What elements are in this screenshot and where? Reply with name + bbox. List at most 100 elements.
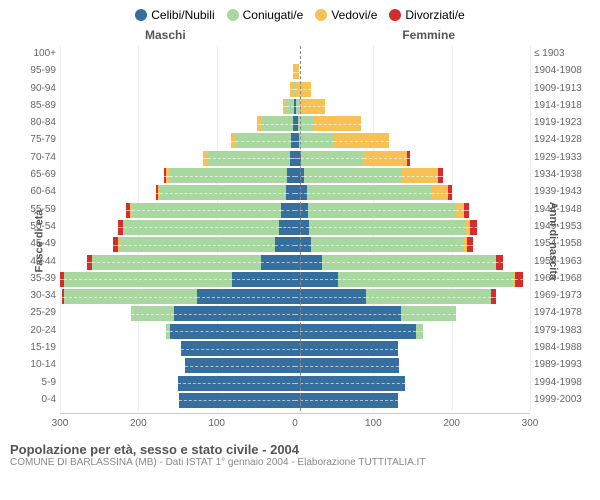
bar-right [295,237,473,252]
bar-segment [401,306,456,321]
bar-segment [470,220,476,235]
age-label: 100+ [20,48,56,59]
bar-segment [185,358,295,373]
legend: Celibi/NubiliConiugati/eVedovi/eDivorzia… [0,0,600,28]
footer-subtitle: COMUNE DI BARLASSINA (MB) - Dati ISTAT 1… [10,457,590,468]
age-row: 10-141989-1993 [60,357,530,374]
bar-segment [131,306,174,321]
bar-segment [286,99,294,114]
bar-segment [402,168,437,183]
bar-segment [295,393,398,408]
bar-segment [124,220,279,235]
header-male: Maschi [145,28,186,42]
bar-segment [160,185,285,200]
bar-left [87,255,295,270]
bar-right [295,116,361,131]
birth-year-label: 1969-1973 [534,290,590,301]
bar-left [118,220,295,235]
bar-left [62,289,295,304]
bar-segment [261,116,292,131]
age-label: 40-44 [20,256,56,267]
bar-segment [174,306,295,321]
bar-right [295,185,452,200]
bar-segment [491,289,496,304]
birth-year-label: 1919-1923 [534,117,590,128]
bar-segment [290,82,293,97]
age-label: 45-49 [20,238,56,249]
x-tick: 100 [365,418,382,429]
bar-right [295,289,496,304]
bar-right [295,203,469,218]
bar-segment [448,185,452,200]
x-tick: 300 [52,418,69,429]
bar-segment [295,306,401,321]
bar-right [295,220,477,235]
bar-segment [231,133,236,148]
birth-year-label: 1999-2003 [534,394,590,405]
gender-headers: Maschi Femmine [0,28,600,46]
bar-segment [118,237,119,252]
bar-segment [334,133,389,148]
birth-year-label: 1939-1943 [534,186,590,197]
bar-segment [113,237,118,252]
bar-segment [203,151,208,166]
legend-label: Divorziati/e [405,8,464,22]
bar-segment [307,185,432,200]
birth-year-label: 1924-1928 [534,134,590,145]
age-row: 90-941909-1913 [60,81,530,98]
age-label: 0-4 [20,394,56,405]
bar-right [295,82,311,97]
bar-segment [130,203,132,218]
bar-segment [309,220,466,235]
bar-segment [287,168,295,183]
bar-segment [364,151,407,166]
age-label: 80-84 [20,117,56,128]
bar-segment [338,272,514,287]
age-label: 55-59 [20,204,56,215]
bar-segment [64,272,232,287]
bar-left [185,358,295,373]
legend-swatch [315,9,327,21]
birth-year-label: 1949-1953 [534,221,590,232]
birth-year-label: 1934-1938 [534,169,590,180]
legend-swatch [227,9,239,21]
population-pyramid-chart: Celibi/NubiliConiugati/eVedovi/eDivorzia… [0,0,600,500]
age-row: 75-791924-1928 [60,132,530,149]
bar-right [295,306,456,321]
age-row: 30-341969-1973 [60,288,530,305]
x-tick: 300 [522,418,539,429]
age-row: 100+≤ 1903 [60,46,530,63]
grid-line [530,46,531,411]
bar-segment [170,168,288,183]
bar-segment [496,255,502,270]
birth-year-label: 1974-1978 [534,307,590,318]
rows-container: 100+≤ 190395-991904-190890-941909-191385… [60,46,530,411]
bar-segment [158,185,160,200]
center-axis [300,46,301,411]
x-tick: 100 [208,418,225,429]
bar-right [295,376,405,391]
bar-left [126,203,295,218]
bar-segment [208,151,290,166]
legend-label: Coniugati/e [243,8,304,22]
age-row: 20-241979-1983 [60,323,530,340]
bar-segment [126,203,130,218]
age-row: 45-491954-1958 [60,236,530,253]
bar-segment [295,64,299,79]
bar-segment [257,116,262,131]
bar-segment [119,237,276,252]
bar-segment [60,272,64,287]
bar-segment [178,376,296,391]
birth-year-label: 1959-1963 [534,256,590,267]
age-row: 60-641939-1943 [60,184,530,201]
birth-year-label: 1944-1948 [534,204,590,215]
bar-right [295,168,443,183]
legend-item: Celibi/Nubili [135,8,214,22]
bar-segment [432,185,448,200]
birth-year-label: 1954-1958 [534,238,590,249]
bar-left [60,272,295,287]
bar-segment [301,151,364,166]
bar-segment [416,324,422,339]
bar-left [181,341,295,356]
age-label: 30-34 [20,290,56,301]
